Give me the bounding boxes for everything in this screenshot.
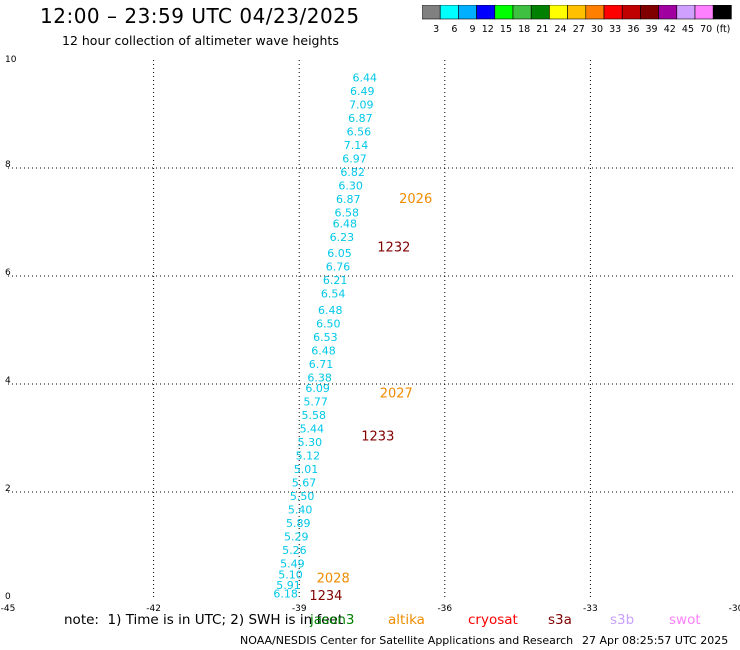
wave-height-point: 6.38 xyxy=(307,371,332,384)
color-scale-label: 30 xyxy=(591,24,603,35)
wave-height-point: 6.54 xyxy=(321,288,346,301)
wave-height-point: 6.48 xyxy=(333,217,358,230)
wave-height-point: 6.49 xyxy=(350,85,375,98)
wave-height-point: 6.56 xyxy=(347,126,372,139)
wave-height-point: 5.26 xyxy=(282,544,307,557)
satellite-legend-altika: altika xyxy=(388,612,425,628)
y-tick-label: 6 xyxy=(5,268,11,278)
y-tick-label: 0 xyxy=(5,592,11,602)
satellite-legend-jason3: jason3 xyxy=(310,612,355,628)
x-tick-label: -42 xyxy=(146,604,161,612)
color-scale-label: 42 xyxy=(664,24,676,35)
wave-height-point: 5.89 xyxy=(286,517,311,530)
color-scale-label: 6 xyxy=(451,24,457,35)
footnote: note: 1) Time is in UTC; 2) SWH is in fe… xyxy=(64,612,344,628)
wave-height-point: 6.18 xyxy=(273,587,298,600)
y-tick-label: 2 xyxy=(5,484,11,494)
wave-height-point: 6.87 xyxy=(336,193,361,206)
pass-time-label: 2027 xyxy=(380,387,413,402)
color-scale-label: 24 xyxy=(555,24,567,35)
color-scale-label: 12 xyxy=(482,24,494,35)
wave-height-point: 5.91 xyxy=(276,579,301,592)
pass-time-label: 1232 xyxy=(377,241,410,256)
wave-height-point: 6.48 xyxy=(311,344,336,357)
wave-height-point: 5.12 xyxy=(296,450,321,463)
wave-height-point: 5.44 xyxy=(300,423,325,436)
color-scale-label: 15 xyxy=(500,24,512,35)
wave-height-point: 6.23 xyxy=(330,231,355,244)
wave-height-point: 5.58 xyxy=(302,409,327,422)
wave-height-point: 5.01 xyxy=(294,463,319,476)
x-tick-label: -39 xyxy=(292,604,307,612)
wave-height-point: 6.05 xyxy=(327,247,352,260)
pass-time-label: 1233 xyxy=(361,430,394,445)
color-scale-label: 21 xyxy=(536,24,548,35)
y-tick-label: 10 xyxy=(5,55,17,65)
color-swatch-16 xyxy=(712,5,732,20)
color-scale-label: 45 xyxy=(682,24,694,35)
satellite-legend-s3a: s3a xyxy=(548,612,572,628)
generated-timestamp: 27 Apr 08:25:57 UTC 2025 xyxy=(582,634,729,647)
wave-height-point: 5.67 xyxy=(292,477,317,490)
color-scale-legend: 3 6 9 12 15 18 21 24 27 30 33 36 39 42 45 70 (ft) xyxy=(422,5,732,35)
satellite-legend-swot: swot xyxy=(669,612,701,628)
satellite-legend-cryosat: cryosat xyxy=(468,612,518,628)
color-scale-label: 33 xyxy=(609,24,621,35)
chart-subtitle: 12 hour collection of altimeter wave hei… xyxy=(62,33,339,48)
x-tick-label: -30 xyxy=(729,604,740,612)
pass-time-label: 1234 xyxy=(309,589,342,604)
wave-height-point: 6.87 xyxy=(348,112,373,125)
wave-height-point: 6.53 xyxy=(313,331,338,344)
wave-height-point: 6.44 xyxy=(352,72,377,85)
wave-height-point: 5.10 xyxy=(278,568,303,581)
x-tick-label: -36 xyxy=(437,604,452,612)
wave-height-point: 6.09 xyxy=(305,382,330,395)
color-scale-label: (ft) xyxy=(716,24,730,35)
wave-height-point: 6.21 xyxy=(323,274,348,287)
color-scale-label: 9 xyxy=(470,24,476,35)
wave-height-point: 6.48 xyxy=(318,304,343,317)
color-scale-label: 18 xyxy=(518,24,530,35)
wave-height-point: 5.77 xyxy=(303,396,328,409)
wave-height-point: 6.76 xyxy=(326,261,351,274)
y-tick-label: 8 xyxy=(5,160,11,170)
wave-height-point: 5.49 xyxy=(280,558,305,571)
wave-height-point: 6.50 xyxy=(316,317,341,330)
pass-time-label: 2026 xyxy=(399,192,432,207)
color-scale-label: 39 xyxy=(646,24,658,35)
wave-height-point: 5.40 xyxy=(288,504,313,517)
satellite-legend-s3b: s3b xyxy=(610,612,635,628)
wave-height-point: 7.14 xyxy=(344,139,369,152)
wave-height-point: 6.71 xyxy=(309,358,334,371)
x-tick-label: -45 xyxy=(1,604,16,612)
pass-time-label: 2028 xyxy=(317,572,350,587)
y-tick-label: 4 xyxy=(5,376,11,386)
color-scale-label: 27 xyxy=(573,24,585,35)
wave-height-point: 6.82 xyxy=(340,166,365,179)
wave-height-point: 7.09 xyxy=(349,99,374,112)
chart-title: 12:00 – 23:59 UTC 04/23/2025 xyxy=(40,4,360,28)
wave-height-plot: -45-42-39-36-33-3002468106.446.497.096.8… xyxy=(1,55,740,612)
wave-height-point: 6.97 xyxy=(342,153,367,166)
x-tick-label: -33 xyxy=(583,604,598,612)
color-scale-label: 36 xyxy=(627,24,639,35)
wave-height-point: 6.58 xyxy=(335,207,360,220)
credit-text: NOAA/NESDIS Center for Satellite Applica… xyxy=(240,634,574,647)
wave-height-point: 5.29 xyxy=(284,531,309,544)
color-scale-label: 70 xyxy=(700,24,712,35)
wave-height-point: 5.30 xyxy=(298,436,323,449)
wave-height-point: 6.30 xyxy=(338,180,363,193)
wave-height-point: 5.50 xyxy=(290,490,315,503)
color-scale-label: 3 xyxy=(433,24,439,35)
